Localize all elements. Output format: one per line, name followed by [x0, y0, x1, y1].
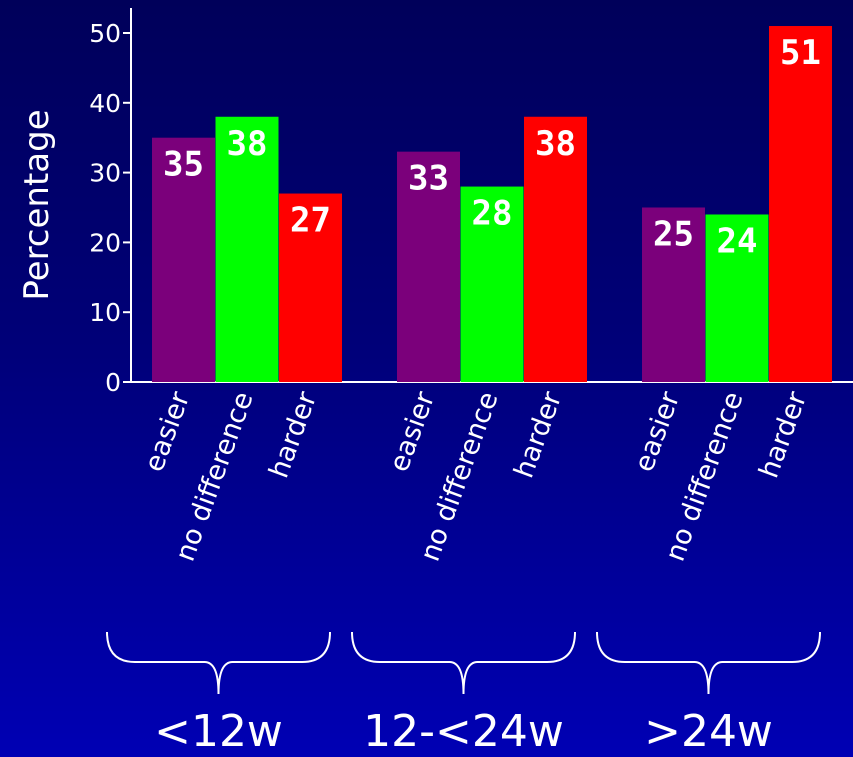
category-tick-label: harder — [753, 387, 813, 482]
y-tick-label: 10 — [89, 298, 121, 327]
y-tick-label: 30 — [89, 159, 121, 188]
bar-value-label: 25 — [653, 215, 694, 255]
bar-value-label: 35 — [163, 145, 204, 185]
bar-value-label: 38 — [227, 124, 268, 164]
group-brace — [106, 631, 331, 695]
bar — [642, 207, 705, 382]
bar-value-label: 28 — [472, 194, 513, 234]
category-tick-label: easier — [629, 387, 687, 476]
bar-value-label: 27 — [290, 201, 331, 241]
group-label: 12-<24w — [363, 706, 564, 757]
group-brace — [596, 631, 821, 695]
bar — [215, 116, 279, 382]
bar-value-label: 33 — [408, 159, 449, 199]
bar — [152, 137, 215, 382]
y-tick-label: 20 — [89, 228, 121, 257]
category-tick-label: easier — [384, 387, 442, 476]
bar — [705, 214, 769, 382]
group-brace — [351, 631, 576, 695]
category-tick-label: harder — [263, 387, 323, 482]
y-tick-label: 0 — [105, 368, 121, 397]
bar-layer — [152, 26, 832, 383]
bar — [769, 26, 832, 383]
bar — [460, 186, 524, 382]
category-tick-label: easier — [139, 387, 197, 476]
bar — [279, 193, 342, 382]
category-tick-label: harder — [508, 387, 568, 482]
y-tick-label: 40 — [89, 89, 121, 118]
y-tick-label: 50 — [89, 19, 121, 48]
bar-value-label: 24 — [717, 221, 758, 261]
group-label: <12w — [154, 706, 283, 757]
y-axis-title: Percentage — [17, 109, 57, 300]
bar-value-label: 51 — [780, 33, 821, 73]
bar — [524, 116, 587, 382]
bar — [397, 151, 460, 382]
bar-value-label: 38 — [535, 124, 576, 164]
group-label: >24w — [644, 706, 773, 757]
